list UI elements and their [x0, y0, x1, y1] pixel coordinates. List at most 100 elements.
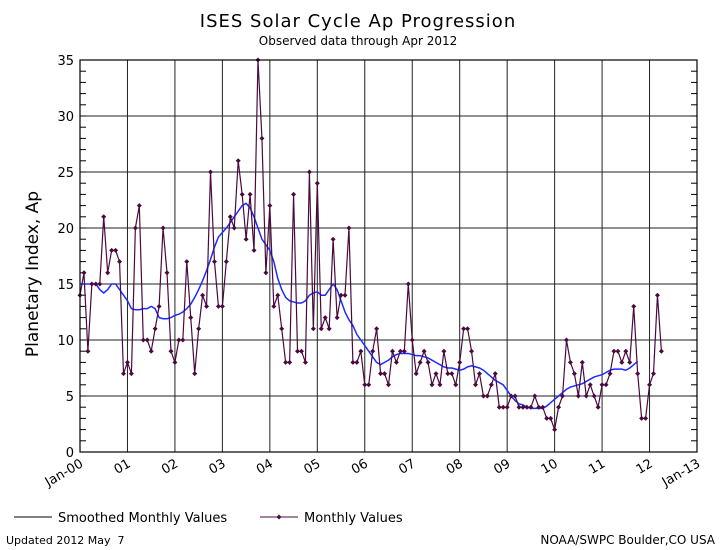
monthly-point [389, 348, 395, 354]
monthly-point [508, 393, 514, 399]
monthly-point [168, 348, 174, 354]
monthly-point [567, 359, 573, 365]
monthly-point [480, 393, 486, 399]
monthly-point [540, 404, 546, 410]
monthly-point [469, 348, 475, 354]
monthly-point [370, 348, 376, 354]
monthly-point [488, 382, 494, 388]
monthly-point [587, 382, 593, 388]
monthly-point [591, 393, 597, 399]
monthly-point [405, 281, 411, 287]
monthly-point [334, 315, 340, 321]
monthly-point [552, 427, 558, 433]
monthly-point [113, 247, 119, 253]
monthly-point [417, 359, 423, 365]
monthly-point [97, 281, 103, 287]
monthly-point [93, 281, 99, 287]
monthly-point [298, 348, 304, 354]
monthly-point [465, 326, 471, 332]
monthly-point [208, 169, 214, 175]
monthly-point [476, 371, 482, 377]
monthly-point [492, 371, 498, 377]
monthly-point [548, 415, 554, 421]
monthly-point [615, 348, 621, 354]
credit-text: NOAA/SWPC Boulder,CO USA [540, 533, 715, 547]
monthly-point [611, 348, 617, 354]
monthly-point [571, 371, 577, 377]
x-tick-label: 02 [159, 456, 181, 477]
monthly-point [121, 371, 127, 377]
y-tick-label: 25 [57, 166, 74, 181]
monthly-point [619, 359, 625, 365]
monthly-point [160, 225, 166, 231]
monthly-point [378, 371, 384, 377]
monthly-point [211, 259, 217, 265]
monthly-point [639, 415, 645, 421]
x-tick-label: 01 [112, 456, 134, 477]
monthly-point [528, 404, 534, 410]
monthly-point [89, 281, 95, 287]
monthly-point [563, 337, 569, 343]
monthly-point [441, 348, 447, 354]
monthly-point [437, 382, 443, 388]
monthly-point [425, 359, 431, 365]
monthly-point [156, 303, 162, 309]
monthly-point [393, 359, 399, 365]
monthly-point [516, 404, 522, 410]
monthly-point [623, 348, 629, 354]
monthly-point [176, 337, 182, 343]
monthly-point [500, 404, 506, 410]
monthly-point [291, 191, 297, 197]
monthly-point [627, 359, 633, 365]
monthly-point [338, 292, 344, 298]
monthly-point [200, 292, 206, 298]
x-tick-label: 10 [539, 456, 561, 477]
monthly-point [512, 393, 518, 399]
monthly-point [397, 348, 403, 354]
y-axis-ticks: 0 5 10 15 20 25 30 35 [57, 54, 697, 461]
monthly-point [109, 247, 115, 253]
legend-monthly-label: Monthly Values [304, 511, 403, 526]
legend-smoothed-label: Smoothed Monthly Values [58, 511, 227, 526]
monthly-point [536, 404, 542, 410]
monthly-point [449, 371, 455, 377]
monthly-point [366, 382, 372, 388]
monthly-point [152, 326, 158, 332]
monthly-point [314, 180, 320, 186]
monthly-point [235, 158, 241, 164]
x-tick-label: 11 [586, 456, 608, 477]
monthly-point [128, 371, 134, 377]
monthly-point [251, 247, 257, 253]
monthly-point [595, 404, 601, 410]
monthly-point [473, 382, 479, 388]
monthly-point [599, 382, 605, 388]
monthly-point [227, 214, 233, 220]
monthly-point [287, 359, 293, 365]
monthly-point [524, 404, 530, 410]
monthly-point [342, 292, 348, 298]
y-tick-label: 20 [57, 222, 74, 237]
monthly-point [180, 337, 186, 343]
y-tick-label: 5 [66, 390, 74, 405]
monthly-point [117, 259, 123, 265]
monthly-point [445, 371, 451, 377]
monthly-point [318, 326, 324, 332]
monthly-point [401, 348, 407, 354]
monthly-point [520, 404, 526, 410]
chart-title: ISES Solar Cycle Ap Progression [200, 11, 516, 32]
y-tick-label: 15 [57, 278, 74, 293]
monthly-point [544, 415, 550, 421]
monthly-point [231, 225, 237, 231]
monthly-point [496, 404, 502, 410]
monthly-point [654, 292, 660, 298]
monthly-point [144, 337, 150, 343]
monthly-point [247, 191, 253, 197]
y-axis-label: Planetary Index, Ap [23, 191, 43, 357]
y-tick-label: 0 [66, 446, 74, 461]
monthly-point [413, 371, 419, 377]
monthly-point [354, 359, 360, 365]
x-tick-label: 08 [444, 456, 466, 477]
monthly-point [575, 393, 581, 399]
x-axis-ticks: Jan-00 01 02 03 04 05 06 07 08 09 10 11 12 Jan-13 [42, 456, 703, 490]
